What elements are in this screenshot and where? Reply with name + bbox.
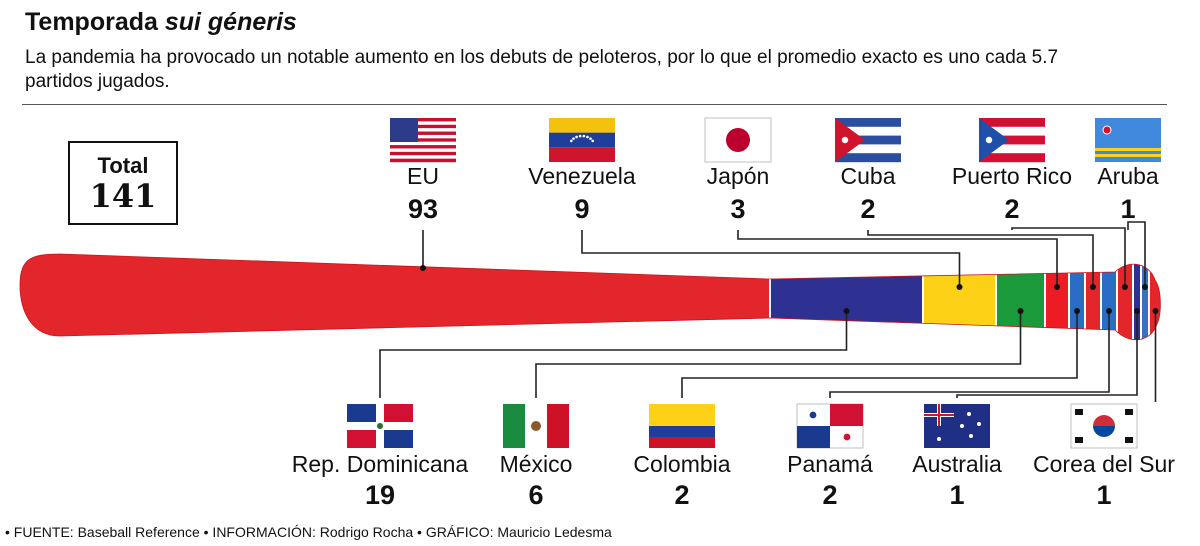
leader-line <box>581 230 961 287</box>
country-value: 2 <box>674 480 689 510</box>
country-label: Venezuela <box>528 163 636 189</box>
south-korea-flag-icon <box>1070 403 1138 449</box>
leader-dot <box>1017 308 1024 314</box>
leader-dot <box>1090 284 1096 290</box>
country-label: Australia <box>912 451 1002 477</box>
country-label: Colombia <box>633 451 730 477</box>
panama-flag-icon <box>796 403 864 449</box>
leader-dot <box>1054 284 1060 290</box>
bat-segment-5 <box>1069 254 1085 340</box>
puerto-rico-flag-icon <box>979 118 1045 163</box>
country-label: Aruba <box>1097 163 1159 189</box>
bat-segment-10 <box>1141 254 1149 340</box>
country-value: 9 <box>574 194 589 224</box>
total-box: Total 141 <box>68 141 178 225</box>
bat-segment-9 <box>1133 254 1141 340</box>
country-value: 19 <box>365 480 395 510</box>
leader-dot <box>420 265 426 271</box>
leader-line <box>829 311 1110 398</box>
aruba-flag-icon <box>1095 118 1161 162</box>
colombia-flag-icon <box>649 404 715 448</box>
japan-flag-icon <box>704 117 772 163</box>
country-label: EU <box>407 163 439 189</box>
leader-dot <box>1142 284 1148 290</box>
leader-dot <box>956 284 963 290</box>
leader-line <box>956 311 1138 398</box>
mexico-flag-icon <box>503 404 569 448</box>
country-labels: EU 93 Venezuela 9 Japón 3 Cuba 2 Puerto Rico 2 Aru… <box>292 163 1175 510</box>
country-value: 93 <box>408 194 438 224</box>
country-value: 1 <box>1096 480 1111 510</box>
leader-dot <box>1074 308 1080 314</box>
leader-line <box>379 311 848 398</box>
leader-line <box>681 311 1078 398</box>
country-label: México <box>500 451 573 477</box>
australia-flag-icon <box>924 404 990 448</box>
leader-dot <box>1152 308 1159 314</box>
country-label: Panamá <box>787 451 873 477</box>
leader-lines <box>379 221 1159 402</box>
cuba-flag-icon <box>835 118 901 163</box>
total-label: Total <box>97 153 149 178</box>
country-value: 2 <box>1004 194 1019 224</box>
leader-line <box>737 230 1058 287</box>
leader-line <box>535 311 1022 398</box>
flags <box>347 117 1161 449</box>
leader-dot <box>843 308 850 314</box>
country-label: Puerto Rico <box>952 163 1072 189</box>
country-value: 3 <box>730 194 745 224</box>
bat-segment-8 <box>1117 254 1133 340</box>
leader-line <box>1127 221 1146 287</box>
country-value: 2 <box>822 480 837 510</box>
leader-line <box>867 230 1094 287</box>
dominican-republic-flag-icon <box>347 404 413 448</box>
subtitle: La pandemia ha provocado un notable aume… <box>25 47 1059 92</box>
total-value: 141 <box>89 177 157 215</box>
leader-dot <box>1122 284 1128 290</box>
bat-segment-11 <box>1149 254 1161 340</box>
bat-segment-7 <box>1101 254 1117 340</box>
bat-segment-6 <box>1085 254 1101 340</box>
leader-dot <box>1106 308 1112 314</box>
usa-flag-icon <box>390 118 456 163</box>
country-label: Cuba <box>841 163 896 189</box>
title-main: Temporada <box>25 8 165 36</box>
country-value: 2 <box>860 194 875 224</box>
divider <box>22 104 1167 105</box>
title-italic: sui géneris <box>164 8 297 36</box>
country-label: Japón <box>707 163 770 189</box>
bat-segments <box>20 254 1161 340</box>
country-value: 1 <box>949 480 964 510</box>
venezuela-flag-icon <box>549 118 615 162</box>
leader-dot <box>1134 308 1140 314</box>
footer-credits: • FUENTE: Baseball Reference • INFORMACI… <box>5 524 612 540</box>
page-title: Temporada sui géneris <box>25 8 297 37</box>
country-label: Rep. Dominicana <box>292 451 469 477</box>
country-value: 1 <box>1120 194 1135 224</box>
leader-line <box>1011 227 1126 287</box>
bat-outline <box>19 253 1161 341</box>
country-value: 6 <box>528 480 543 510</box>
country-label: Corea del Sur <box>1033 451 1175 477</box>
